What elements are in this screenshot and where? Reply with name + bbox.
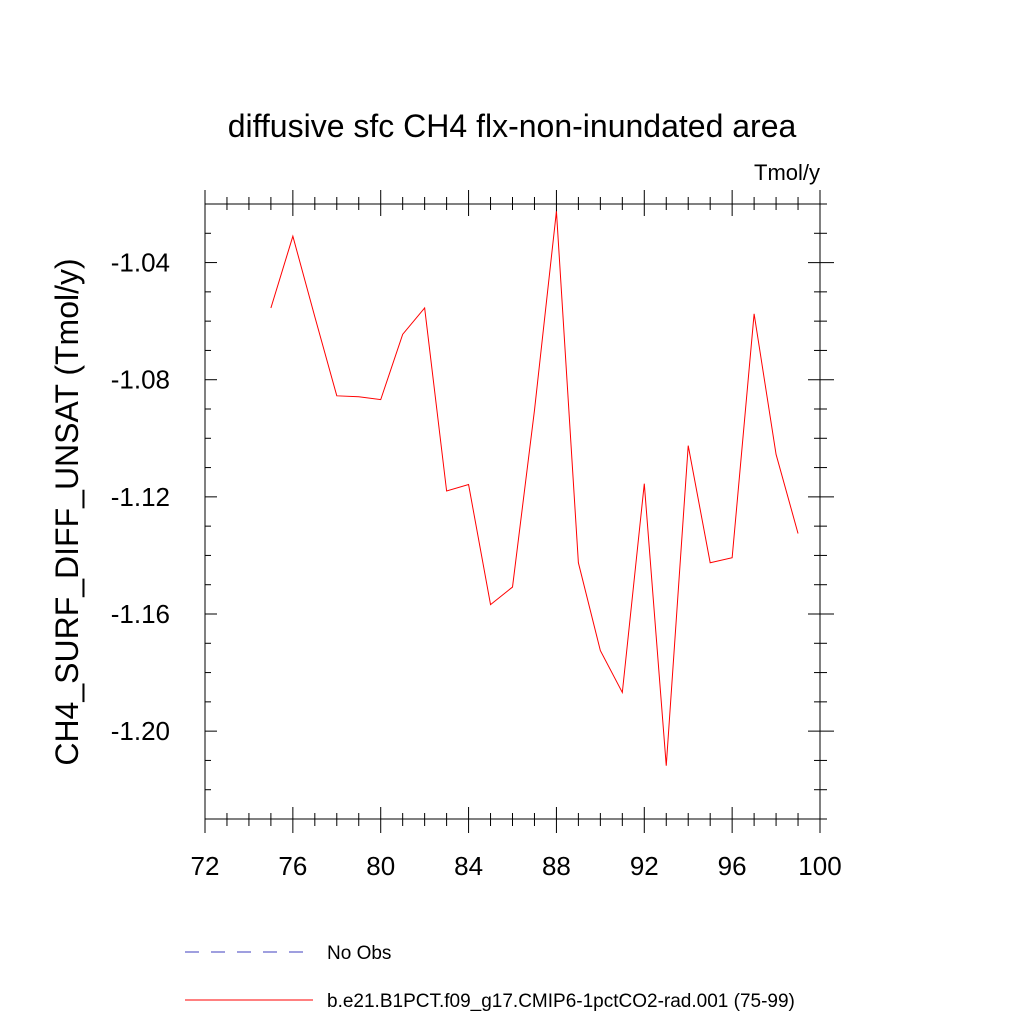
legend-label: No Obs bbox=[327, 943, 391, 964]
x-tick-label: 84 bbox=[454, 851, 483, 881]
y-tick-label: -1.20 bbox=[111, 716, 170, 746]
x-tick-label: 80 bbox=[366, 851, 395, 881]
x-tick-label: 72 bbox=[191, 851, 220, 881]
y-axis-label: CH4_SURF_DIFF_UNSAT (Tmol/y) bbox=[49, 258, 85, 765]
axis-ticks bbox=[204, 190, 834, 833]
legend-label: b.e21.B1PCT.f09_g17.CMIP6-1pctCO2-rad.00… bbox=[327, 991, 795, 1012]
axis-tick-labels: 72 76 80 84 88 92 96 100 -1.04 -1.08 -1.12 -1.16 -1.… bbox=[111, 248, 842, 881]
x-tick-label: 76 bbox=[278, 851, 307, 881]
x-tick-label: 92 bbox=[630, 851, 659, 881]
y-tick-label: -1.08 bbox=[111, 365, 170, 395]
units-label: Tmol/y bbox=[754, 160, 820, 185]
legend: No Obs b.e21.B1PCT.f09_g17.CMIP6-1pctCO2-… bbox=[185, 943, 795, 1012]
y-tick-label: -1.16 bbox=[111, 599, 170, 629]
y-tick-label: -1.04 bbox=[111, 248, 170, 278]
x-tick-label: 96 bbox=[718, 851, 747, 881]
x-tick-label: 88 bbox=[542, 851, 571, 881]
plot-frame bbox=[204, 203, 821, 820]
y-tick-label: -1.12 bbox=[111, 482, 170, 512]
series-layer bbox=[270, 211, 799, 766]
x-tick-label: 100 bbox=[798, 851, 841, 881]
chart-title: diffusive sfc CH4 flx-non-inundated area bbox=[228, 108, 797, 144]
series-line bbox=[270, 211, 799, 766]
